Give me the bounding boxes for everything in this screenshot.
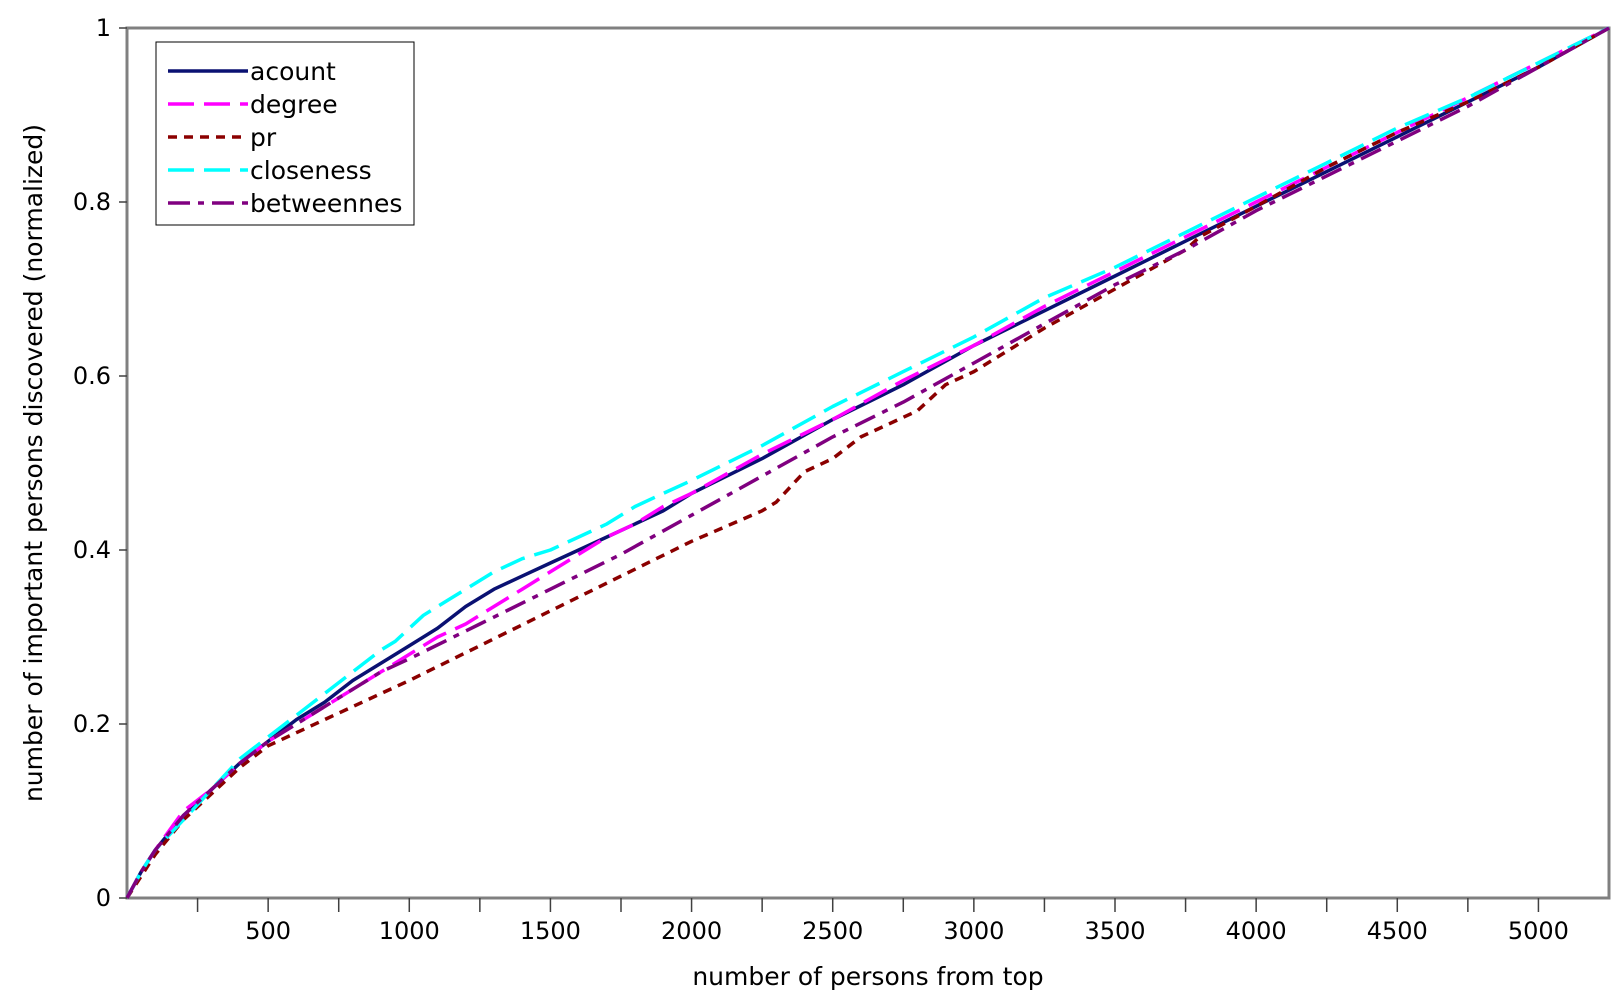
x-axis-title: number of persons from top bbox=[692, 962, 1043, 991]
y-tick-label: 0.8 bbox=[73, 188, 111, 216]
series-layer bbox=[125, 26, 1610, 899]
x-tick-label: 2000 bbox=[661, 917, 722, 945]
series-line-betweennes bbox=[125, 26, 1610, 899]
legend-label-closeness: closeness bbox=[250, 156, 372, 185]
x-tick-label: 4000 bbox=[1226, 917, 1287, 945]
x-tick-label: 4500 bbox=[1367, 917, 1428, 945]
legend-label-betweennes: betweennes bbox=[250, 189, 402, 218]
series-line-degree bbox=[125, 26, 1610, 899]
y-axis-title: number of important persons discovered (… bbox=[19, 124, 48, 802]
series-line-closeness bbox=[125, 26, 1610, 899]
legend: acount degree pr closeness betweennes bbox=[155, 41, 415, 226]
x-tick-label: 3500 bbox=[1084, 917, 1145, 945]
y-tick-label: 1 bbox=[96, 14, 111, 42]
y-tick-label: 0 bbox=[96, 884, 111, 912]
legend-label-pr: pr bbox=[250, 123, 277, 152]
y-tick-label: 0.6 bbox=[73, 362, 111, 390]
y-tick-label: 0.2 bbox=[73, 710, 111, 738]
x-tick-label: 1000 bbox=[379, 917, 440, 945]
axis-layer: 500 1000 1500 2000 2500 3000 3500 4000 4500 5000 0… bbox=[73, 14, 1569, 945]
legend-label-acount: acount bbox=[250, 57, 336, 86]
x-tick-label: 1500 bbox=[520, 917, 581, 945]
x-tick-label: 5000 bbox=[1508, 917, 1569, 945]
legend-label-degree: degree bbox=[250, 90, 338, 119]
y-tick-label: 0.4 bbox=[73, 536, 111, 564]
x-tick-label: 2500 bbox=[802, 917, 863, 945]
x-tick-label: 3000 bbox=[943, 917, 1004, 945]
x-tick-label: 500 bbox=[245, 917, 291, 945]
